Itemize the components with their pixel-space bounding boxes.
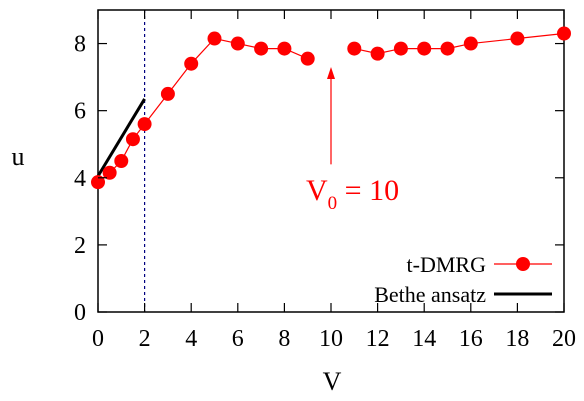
series-t-dmrg-point — [417, 41, 432, 56]
y-axis-label: u — [12, 142, 25, 171]
series-t-dmrg-point — [207, 31, 222, 46]
series-t-dmrg-point — [254, 41, 269, 56]
legend-marker-t-dmrg — [516, 257, 530, 271]
annotation-main: V — [306, 174, 328, 207]
x-tick-label: 12 — [366, 326, 390, 352]
series-t-dmrg-point — [347, 41, 362, 56]
y-tick-label: 6 — [74, 99, 86, 125]
series-t-dmrg-point — [184, 56, 199, 71]
x-tick-label: 10 — [319, 326, 343, 352]
y-tick-label: 0 — [74, 300, 86, 326]
annotation-label: V0 = 10 — [306, 174, 399, 214]
x-tick-label: 4 — [185, 326, 197, 352]
axis-ticks: 0 2 4 6 8 10 12 14 16 18 20 0 2 4 6 8 — [74, 10, 576, 352]
annotation-subscript: 0 — [328, 193, 338, 214]
x-tick-label: 0 — [92, 326, 104, 352]
annotation-rest: = 10 — [337, 174, 399, 207]
x-tick-label: 6 — [232, 326, 244, 352]
legend-label-t-dmrg: t-DMRG — [407, 252, 487, 277]
x-tick-label: 16 — [459, 326, 483, 352]
y-tick-label: 8 — [74, 32, 86, 58]
series-t-dmrg-point — [463, 36, 478, 51]
legend: t-DMRG Bethe ansatz — [374, 252, 552, 307]
series-t-dmrg-point — [300, 51, 315, 66]
series-t-dmrg-point — [230, 36, 245, 51]
annotation-arrow-head — [327, 67, 335, 80]
x-tick-label: 18 — [505, 326, 529, 352]
series-t-dmrg-line — [97, 37, 308, 183]
series-t-dmrg-point — [370, 46, 385, 61]
series-t-dmrg-point — [102, 165, 117, 180]
series-t-dmrg-point — [277, 41, 292, 56]
x-tick-label: 2 — [139, 326, 151, 352]
series-t-dmrg-point — [557, 26, 571, 41]
series-t-dmrg-point — [114, 154, 129, 168]
x-axis-label: V — [323, 367, 342, 396]
legend-label-bethe-ansatz: Bethe ansatz — [374, 282, 486, 307]
series-t-dmrg-point — [91, 175, 105, 190]
y-tick-label: 4 — [74, 166, 86, 192]
series-t-dmrg-line — [354, 32, 565, 55]
series-t-dmrg-point — [160, 86, 175, 101]
series-t-dmrg-point — [125, 132, 140, 147]
series-t-dmrg-point — [440, 41, 455, 56]
series-t-dmrg-point — [137, 117, 152, 132]
x-tick-label: 14 — [412, 326, 436, 352]
series-bethe-ansatz-line — [96, 98, 146, 177]
v0-annotation: V0 = 10 — [306, 67, 399, 214]
x-tick-label: 8 — [278, 326, 290, 352]
series-t-dmrg-point — [393, 41, 408, 56]
y-tick-label: 2 — [74, 233, 86, 259]
series-t-dmrg-point — [510, 31, 525, 46]
x-tick-label: 20 — [552, 326, 576, 352]
plot-area — [91, 9, 571, 313]
